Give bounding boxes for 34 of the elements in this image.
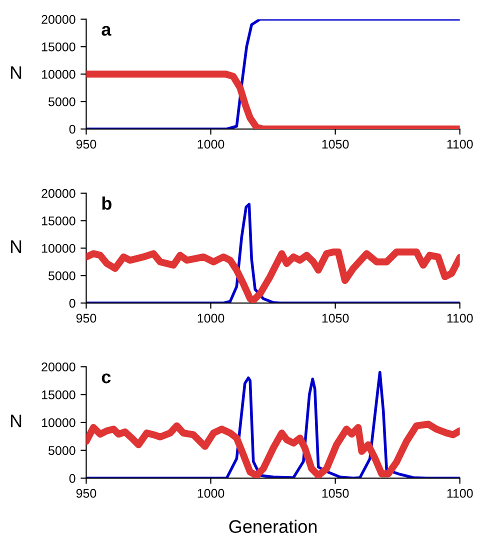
y-axis-title: N: [11, 414, 22, 428]
y-tick-label: 20000: [42, 15, 76, 24]
y-tick-label: 0: [69, 298, 76, 308]
x-tick-label: 950: [76, 314, 96, 323]
y-tick-label: 20000: [42, 189, 76, 198]
y-tick-label: 5000: [48, 97, 76, 106]
x-tick-label: 1000: [198, 488, 224, 498]
y-tick-label: 5000: [48, 446, 76, 455]
y-tick-label: 10000: [42, 70, 76, 79]
y-tick-label: 10000: [42, 244, 76, 253]
x-tick-label: 1100: [447, 314, 473, 323]
chart-title: a: [102, 26, 112, 36]
x-tick-label: 1000: [198, 314, 224, 323]
x-tick-label: 1050: [322, 488, 349, 498]
y-tick-label: 15000: [42, 42, 76, 52]
x-tick-label: 1050: [322, 140, 349, 149]
x-tick-label: 1000: [198, 140, 224, 149]
chart-title: b: [102, 196, 112, 210]
x-tick-label: 950: [76, 488, 96, 498]
y-tick-label: 20000: [42, 362, 76, 372]
y-tick-label: 10000: [42, 418, 76, 428]
y-tick-label: 15000: [42, 390, 76, 400]
y-tick-label: 5000: [48, 271, 76, 280]
y-axis-title: N: [11, 240, 22, 253]
x-axis-title: Generation: [229, 520, 317, 533]
x-tick-label: 1100: [447, 140, 473, 149]
y-tick-label: 0: [69, 474, 76, 483]
y-tick-label: 0: [69, 124, 76, 134]
y-tick-label: 15000: [42, 216, 76, 226]
y-axis-title: N: [11, 66, 22, 79]
chart-title: c: [102, 373, 111, 384]
x-tick-label: 950: [76, 140, 96, 149]
x-tick-label: 1050: [322, 314, 349, 323]
x-tick-label: 1100: [447, 488, 473, 498]
